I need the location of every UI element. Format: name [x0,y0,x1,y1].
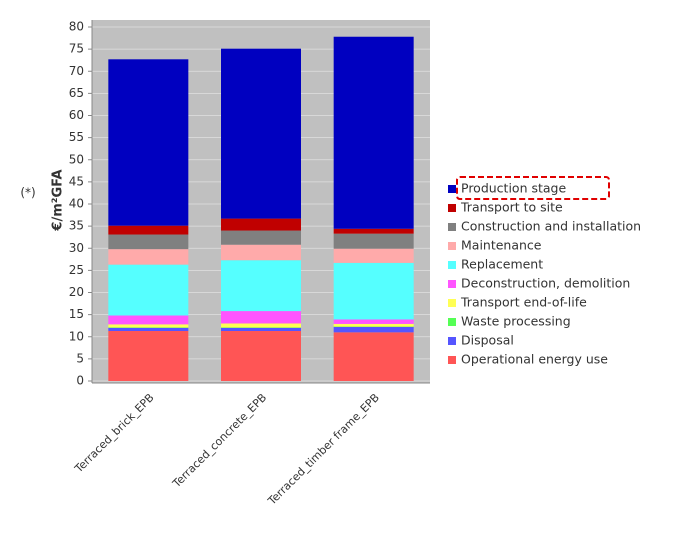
legend-label: Deconstruction, demolition [461,276,630,291]
bar-segment [108,330,189,381]
x-tick-label: Terraced_timber frame_EPB [265,391,382,508]
y-tick-label: 30 [69,241,84,255]
y-tick-label: 45 [69,174,84,188]
legend-swatch [448,204,456,212]
bar-segment [108,324,189,328]
y-axis-label: €/m²GFA [51,169,66,231]
y-tick-label: 25 [69,263,84,277]
x-tick-label: Terraced_brick_EPB [72,391,157,476]
legend-swatch [448,356,456,364]
y-tick-label: 0 [76,374,84,388]
bar-segment [333,332,414,381]
y-tick-label: 40 [69,197,84,211]
bar-segment [221,330,301,381]
legend-label: Operational energy use [461,352,608,367]
bar-segment [333,327,414,333]
bar-segment [108,249,189,265]
y-tick-label: 75 [69,42,84,56]
legend-swatch [448,242,456,250]
legend-label: Construction and installation [461,219,641,234]
y-tick-label: 35 [69,219,84,233]
y-tick-label: 70 [69,64,84,78]
y-tick-label: 20 [69,285,84,299]
y-tick-label: 10 [69,329,84,343]
y-tick-label: 60 [69,108,84,122]
legend-label: Replacement [461,257,543,272]
bar-segment [108,225,189,235]
bar-segment [333,319,414,324]
legend-swatch [448,185,456,193]
bar-segment [333,228,414,234]
y-tick-label: 65 [69,86,84,100]
bar-segment [108,327,189,331]
annotation: (*) [20,186,35,200]
legend-swatch [448,261,456,269]
bar-segment [108,264,189,316]
legend-label: Production stage [461,181,566,196]
bar-segment [221,218,301,231]
bar-segment [333,262,414,320]
y-tick-label: 5 [76,351,84,365]
legend-label: Waste processing [461,314,571,329]
legend-swatch [448,280,456,288]
legend-label: Transport to site [460,200,563,215]
bar-segment [108,315,189,325]
bar-segment [108,59,189,226]
bar-segment [221,311,301,324]
legend-swatch [448,223,456,231]
legend-swatch [448,299,456,307]
bar-segment [333,323,414,327]
bar-segment [221,244,301,261]
legend-label: Disposal [461,333,514,348]
highlight-box [456,176,610,200]
bar-segment [333,36,414,229]
bar-segment [333,248,414,263]
bar-segment [221,327,301,331]
legend-swatch [448,337,456,345]
legend-swatch [448,318,456,326]
legend-label: Transport end-of-life [460,295,587,310]
bar-segment [108,234,189,250]
y-tick-label: 55 [69,130,84,144]
y-tick-label: 80 [69,20,84,34]
legend-label: Maintenance [461,238,542,253]
bar-segment [221,230,301,245]
y-tick-label: 50 [69,152,84,166]
bar-segment [221,323,301,328]
bar-segment [221,48,301,219]
bar-segment [333,233,414,249]
y-tick-label: 15 [69,307,84,321]
bar-segment [221,260,301,312]
x-tick-label: Terraced_concrete_EPB [169,391,269,491]
